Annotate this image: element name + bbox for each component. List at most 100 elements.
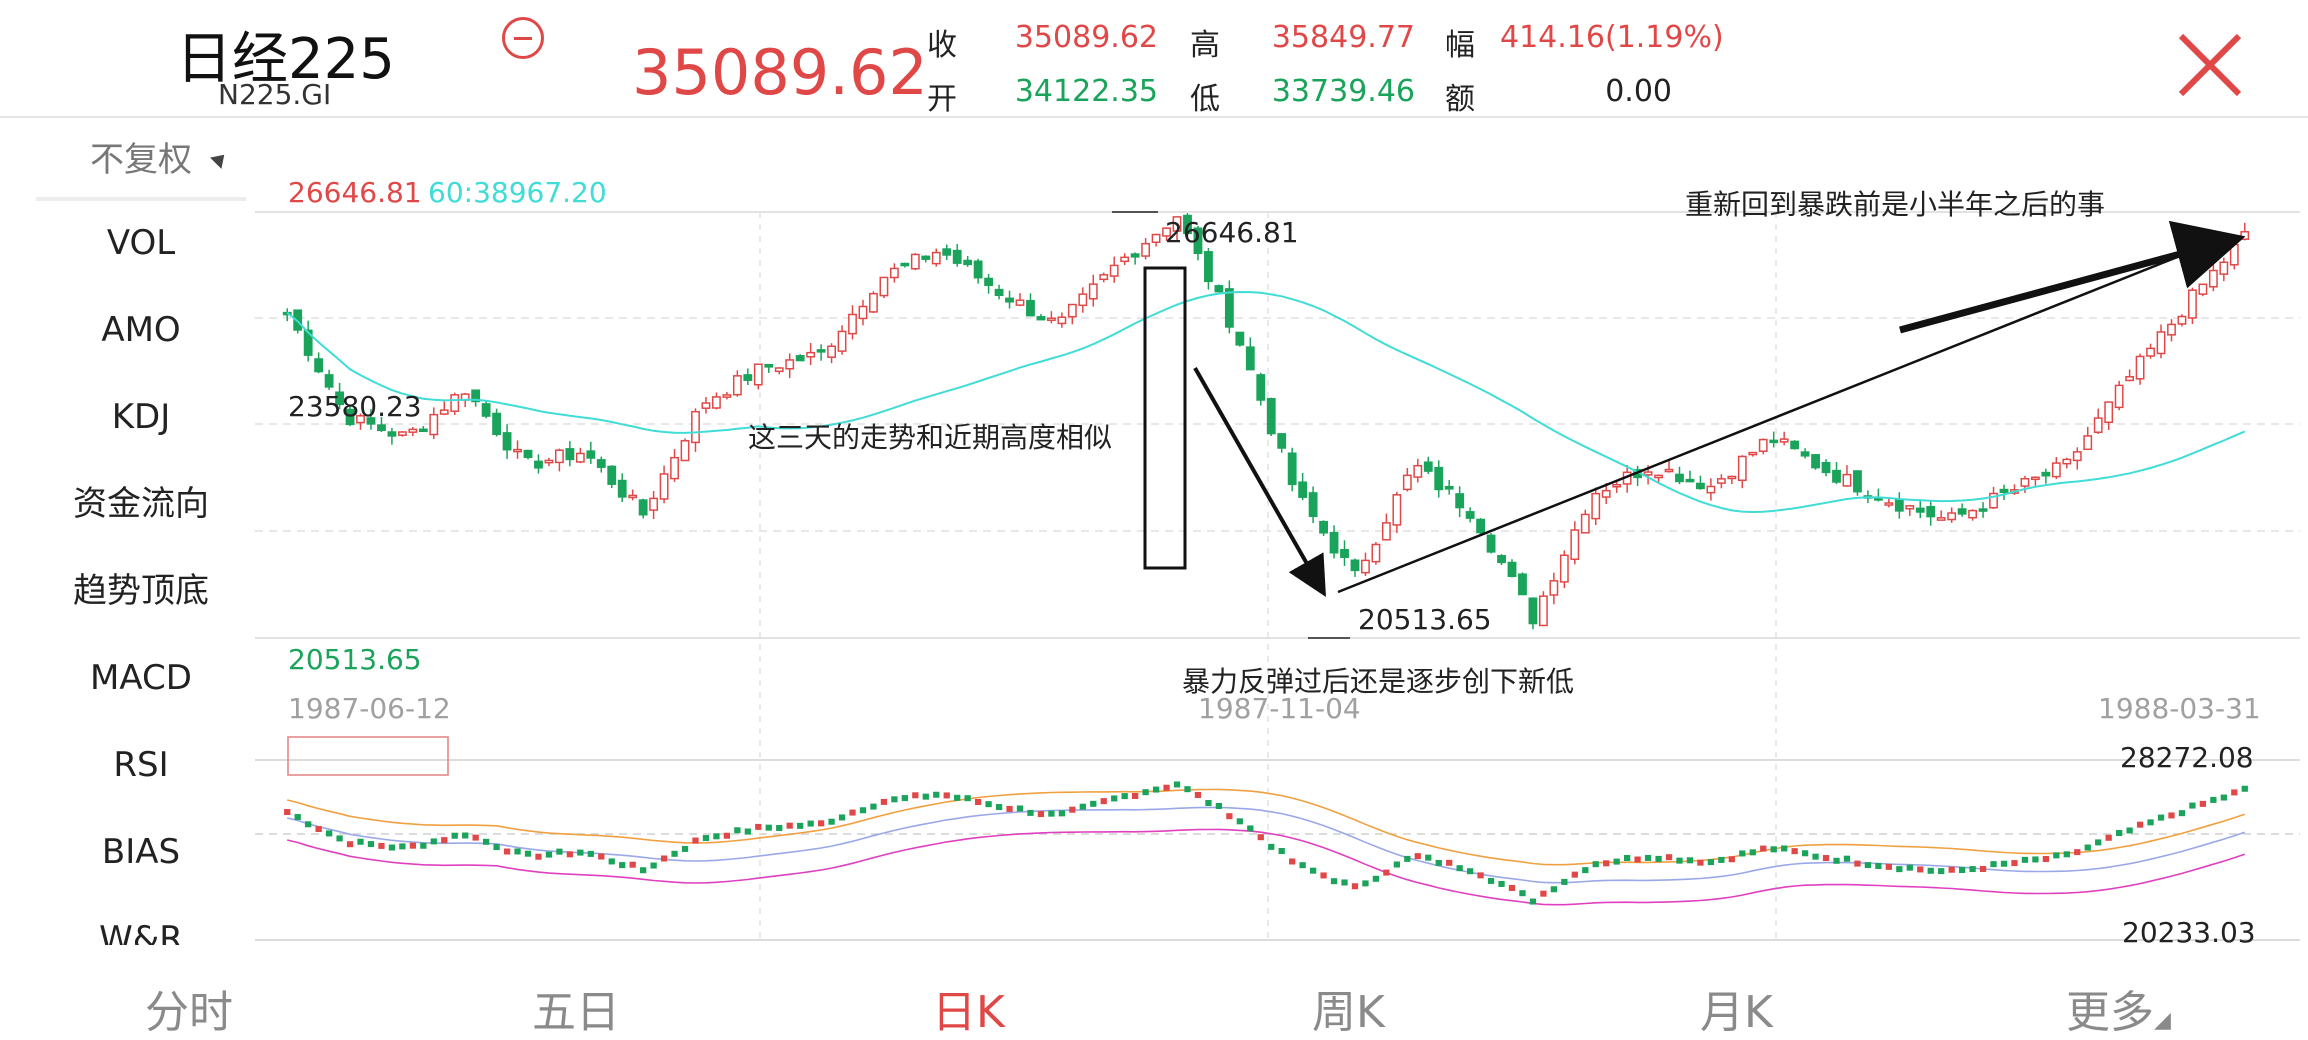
lower-candle	[1948, 866, 1955, 873]
candle	[900, 262, 910, 267]
lower-candle	[1173, 781, 1181, 788]
candle	[712, 396, 721, 409]
lower-candle	[325, 830, 333, 837]
lower-candle	[1801, 850, 1809, 857]
tab-monthly[interactable]: 月K	[1700, 987, 1773, 1038]
candle	[869, 292, 878, 313]
candle	[2188, 289, 2197, 319]
lower-candle	[1132, 792, 1139, 799]
lower-candle	[681, 845, 689, 852]
header-divider	[0, 116, 2308, 118]
lower-candle	[1016, 805, 1024, 812]
candle	[910, 253, 920, 270]
candle	[523, 449, 533, 459]
candle	[1434, 466, 1444, 491]
date-start: 1987-06-12	[288, 692, 451, 725]
candle	[1989, 492, 1998, 509]
candle	[1957, 508, 1967, 515]
candle	[2146, 347, 2155, 357]
candle	[439, 409, 449, 415]
lower-candle	[1843, 855, 1851, 862]
lower-candle	[1037, 811, 1045, 818]
lower-candle	[1351, 883, 1359, 890]
lower-candle	[2095, 839, 2102, 846]
candle	[2240, 231, 2250, 240]
candle	[575, 452, 585, 463]
candle	[596, 459, 606, 468]
lower-candle	[755, 823, 762, 830]
candle	[1769, 439, 1779, 444]
indicator-rsi[interactable]: RSI	[113, 745, 169, 785]
tab-more[interactable]: 更多◢	[2066, 976, 2171, 1040]
arrow-down	[1193, 367, 1326, 597]
candle	[2114, 384, 2124, 409]
lower-candle	[1665, 854, 1673, 861]
indicator-kdj[interactable]: KDJ	[111, 397, 171, 437]
high-price-label: 26646.81	[1165, 216, 1299, 249]
candle	[2051, 462, 2061, 478]
indicator-fund-flow[interactable]: 资金流向	[73, 484, 209, 524]
date-mid: 1987-11-04	[1198, 692, 1361, 725]
lower-candle	[2032, 856, 2039, 863]
candle	[1005, 297, 1014, 303]
adjust-selector[interactable]: 不复权	[36, 125, 246, 201]
candle	[554, 449, 564, 464]
lower-candle	[650, 862, 657, 869]
candle	[1832, 469, 1841, 483]
tab-more-label: 更多	[2066, 987, 2154, 1038]
lower-candle	[912, 792, 919, 799]
lower-candle	[294, 814, 301, 821]
lower-candle	[1236, 818, 1243, 825]
candle	[418, 428, 428, 433]
candle	[397, 431, 407, 436]
candle	[1947, 512, 1957, 521]
indicator-bias[interactable]: BIAS	[101, 832, 181, 872]
candle	[1486, 534, 1496, 553]
candle	[806, 351, 816, 358]
indicator-macd[interactable]: MACD	[90, 658, 192, 698]
candle	[1067, 303, 1077, 318]
candle	[377, 424, 386, 432]
candle	[816, 349, 826, 353]
candle	[534, 460, 543, 469]
tab-five-day[interactable]: 五日	[532, 987, 620, 1038]
indicator-wr[interactable]: W&R	[99, 919, 183, 945]
candle	[1884, 502, 1894, 506]
candle	[1748, 451, 1758, 456]
candle	[2062, 458, 2072, 465]
lower-candle	[1425, 854, 1432, 861]
lower-candle	[1812, 853, 1819, 860]
tab-daily[interactable]: 日K	[932, 987, 1005, 1038]
candle	[617, 479, 627, 498]
lower-candle	[1226, 813, 1233, 820]
lower-candle	[1969, 866, 1976, 873]
arrow-up-thick	[1899, 220, 2246, 334]
lower-candle	[2210, 796, 2217, 803]
kline-chart[interactable]	[0, 0, 2308, 960]
indicator-vol[interactable]: VOL	[106, 223, 176, 263]
indicator-trend[interactable]: 趋势顶底	[73, 571, 209, 611]
annotation-three-days: 这三天的走势和近期高度相似	[748, 421, 1113, 454]
lower-max-label: 28272.08	[2120, 741, 2254, 774]
tab-intraday[interactable]: 分时	[145, 987, 233, 1038]
candle	[1151, 233, 1161, 243]
lower-candle	[1540, 890, 1547, 897]
mid-label: 23580.23	[288, 390, 422, 423]
lower-candle	[2189, 802, 2196, 809]
candle	[429, 413, 439, 436]
lower-candle	[524, 850, 532, 857]
tab-weekly[interactable]: 周K	[1312, 987, 1385, 1038]
candle	[1853, 470, 1862, 493]
close-icon[interactable]	[2175, 30, 2245, 100]
candle	[628, 494, 638, 499]
candle	[1518, 573, 1527, 596]
lower-candle	[2199, 800, 2207, 807]
lower-candle	[1592, 861, 1599, 868]
collapse-icon[interactable]	[502, 17, 544, 59]
lower-candle	[1707, 859, 1715, 866]
indicator-amo[interactable]: AMO	[101, 310, 181, 350]
lower-candle	[692, 837, 699, 844]
ma60-line	[286, 290, 2246, 514]
quote-value-low: 33739.46	[1271, 74, 1415, 109]
lower-candle	[598, 853, 605, 860]
